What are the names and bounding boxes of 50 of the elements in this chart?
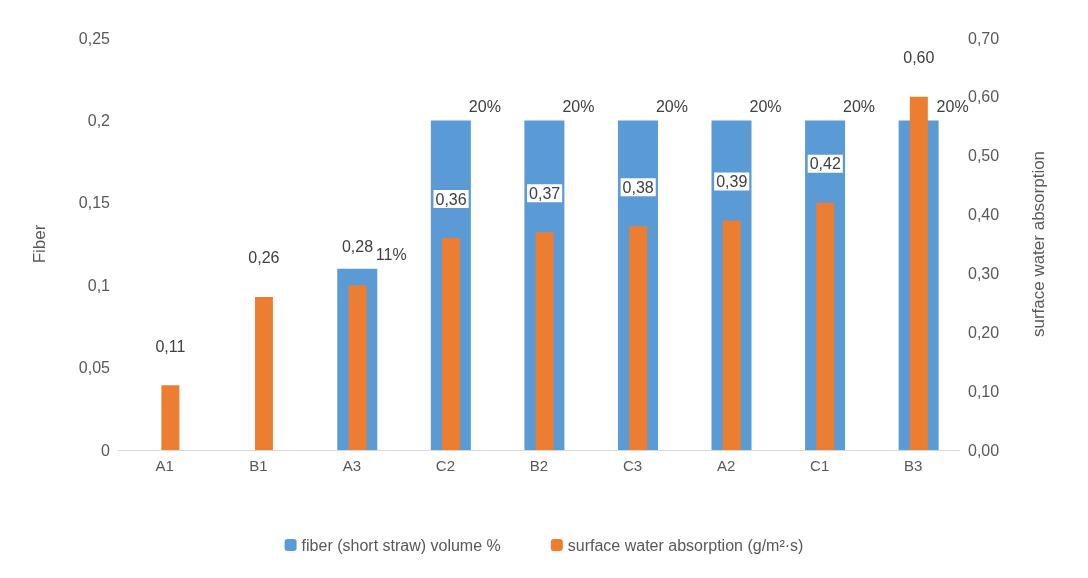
data-label: 0,36 — [435, 190, 467, 208]
legend-label: surface water absorption (g/m²·s) — [567, 536, 804, 554]
x-tick-label: B2 — [529, 457, 549, 474]
x-tick-label: C2 — [435, 457, 456, 474]
bar — [722, 220, 741, 450]
y-tick-label: 0,15 — [78, 194, 111, 212]
legend-label: fiber (short straw) volume % — [301, 536, 501, 554]
y2-tick-label: 0,50 — [968, 147, 1000, 165]
y-tick-label: 0,1 — [87, 276, 111, 294]
bar — [254, 296, 273, 450]
y-axis-title: Fiber — [30, 224, 49, 264]
x-tick-label: C3 — [622, 457, 643, 474]
y-tick-label: 0,2 — [87, 111, 111, 129]
bar — [816, 202, 835, 450]
data-label: 20% — [843, 97, 876, 115]
y2-axis-title: surface water absorption — [1029, 150, 1048, 338]
data-label: 0,26 — [248, 249, 280, 267]
y2-tick-label: 0,10 — [968, 382, 1000, 400]
x-tick-label: B3 — [904, 457, 923, 474]
bar — [535, 232, 554, 450]
y2-tick-label: 0,20 — [968, 323, 1000, 341]
y2-tick-label: 0,00 — [968, 441, 1000, 459]
y2-tick-label: 0,60 — [968, 88, 1000, 106]
data-label: 20% — [468, 97, 501, 115]
data-label: 0,39 — [716, 172, 748, 190]
bar — [442, 238, 461, 450]
data-label: 20% — [936, 97, 969, 115]
data-label: 0,42 — [809, 155, 841, 173]
data-label: 20% — [655, 97, 688, 115]
bar — [629, 226, 648, 450]
data-label: 0,11 — [155, 337, 186, 355]
x-tick-label: B1 — [249, 457, 268, 474]
data-label: 20% — [562, 97, 595, 115]
x-tick-label: A2 — [716, 457, 736, 474]
data-label: 0,37 — [529, 184, 561, 202]
data-label: 11% — [375, 246, 407, 264]
x-tick-label: A3 — [342, 457, 362, 474]
bar — [161, 385, 180, 450]
x-tick-label: A1 — [155, 457, 174, 474]
y-tick-label: 0,05 — [78, 359, 111, 377]
y2-tick-label: 0,30 — [968, 264, 1000, 282]
y-tick-label: 0 — [101, 441, 111, 459]
data-label: 0,28 — [341, 237, 374, 255]
data-label: 0,60 — [903, 49, 935, 67]
data-label: 0,38 — [622, 178, 654, 196]
y-tick-label: 0,25 — [78, 29, 111, 47]
data-label: 20% — [749, 97, 782, 115]
x-tick-label: C1 — [810, 457, 830, 474]
y2-tick-label: 0,40 — [968, 206, 1000, 224]
y2-tick-label: 0,70 — [968, 29, 1000, 47]
